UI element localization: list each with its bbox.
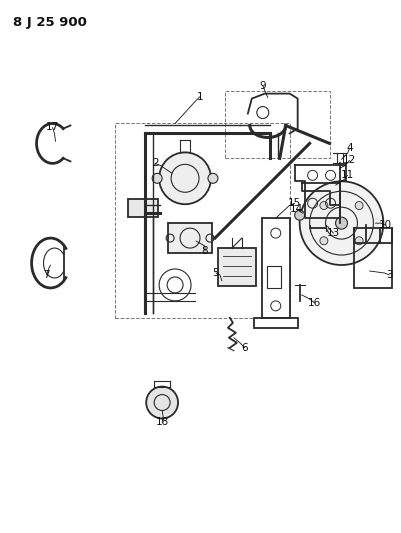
- Bar: [225, 91, 330, 158]
- Circle shape: [146, 386, 178, 418]
- Text: 11: 11: [341, 171, 354, 180]
- Bar: [262, 218, 290, 318]
- Bar: [128, 199, 158, 217]
- Bar: [115, 124, 290, 318]
- Circle shape: [320, 201, 328, 209]
- Bar: [267, 266, 281, 288]
- Text: 17: 17: [46, 123, 59, 133]
- Bar: [354, 228, 392, 288]
- Text: 6: 6: [241, 343, 248, 353]
- Text: 12: 12: [343, 155, 356, 165]
- Text: 2: 2: [152, 158, 158, 168]
- Text: 13: 13: [327, 228, 340, 238]
- Bar: [218, 248, 256, 286]
- Circle shape: [159, 152, 211, 204]
- Circle shape: [300, 181, 383, 265]
- Circle shape: [355, 237, 363, 245]
- Text: 3: 3: [386, 270, 393, 280]
- Bar: [168, 223, 212, 253]
- Text: 8 J 25 900: 8 J 25 900: [13, 16, 87, 29]
- Text: 10: 10: [379, 220, 392, 230]
- Text: 15: 15: [288, 198, 301, 208]
- Text: 18: 18: [156, 417, 169, 427]
- Text: 1: 1: [196, 92, 203, 102]
- Circle shape: [320, 237, 328, 245]
- Text: 14: 14: [290, 204, 303, 214]
- Circle shape: [336, 217, 348, 229]
- Text: 8: 8: [202, 246, 208, 256]
- Text: 9: 9: [259, 80, 266, 91]
- Bar: [254, 318, 298, 328]
- Text: 16: 16: [308, 298, 321, 308]
- Text: 7: 7: [43, 270, 50, 280]
- Circle shape: [355, 201, 363, 209]
- Text: 5: 5: [213, 268, 219, 278]
- Text: 4: 4: [346, 143, 353, 154]
- Circle shape: [152, 173, 162, 183]
- Circle shape: [295, 210, 305, 220]
- Circle shape: [208, 173, 218, 183]
